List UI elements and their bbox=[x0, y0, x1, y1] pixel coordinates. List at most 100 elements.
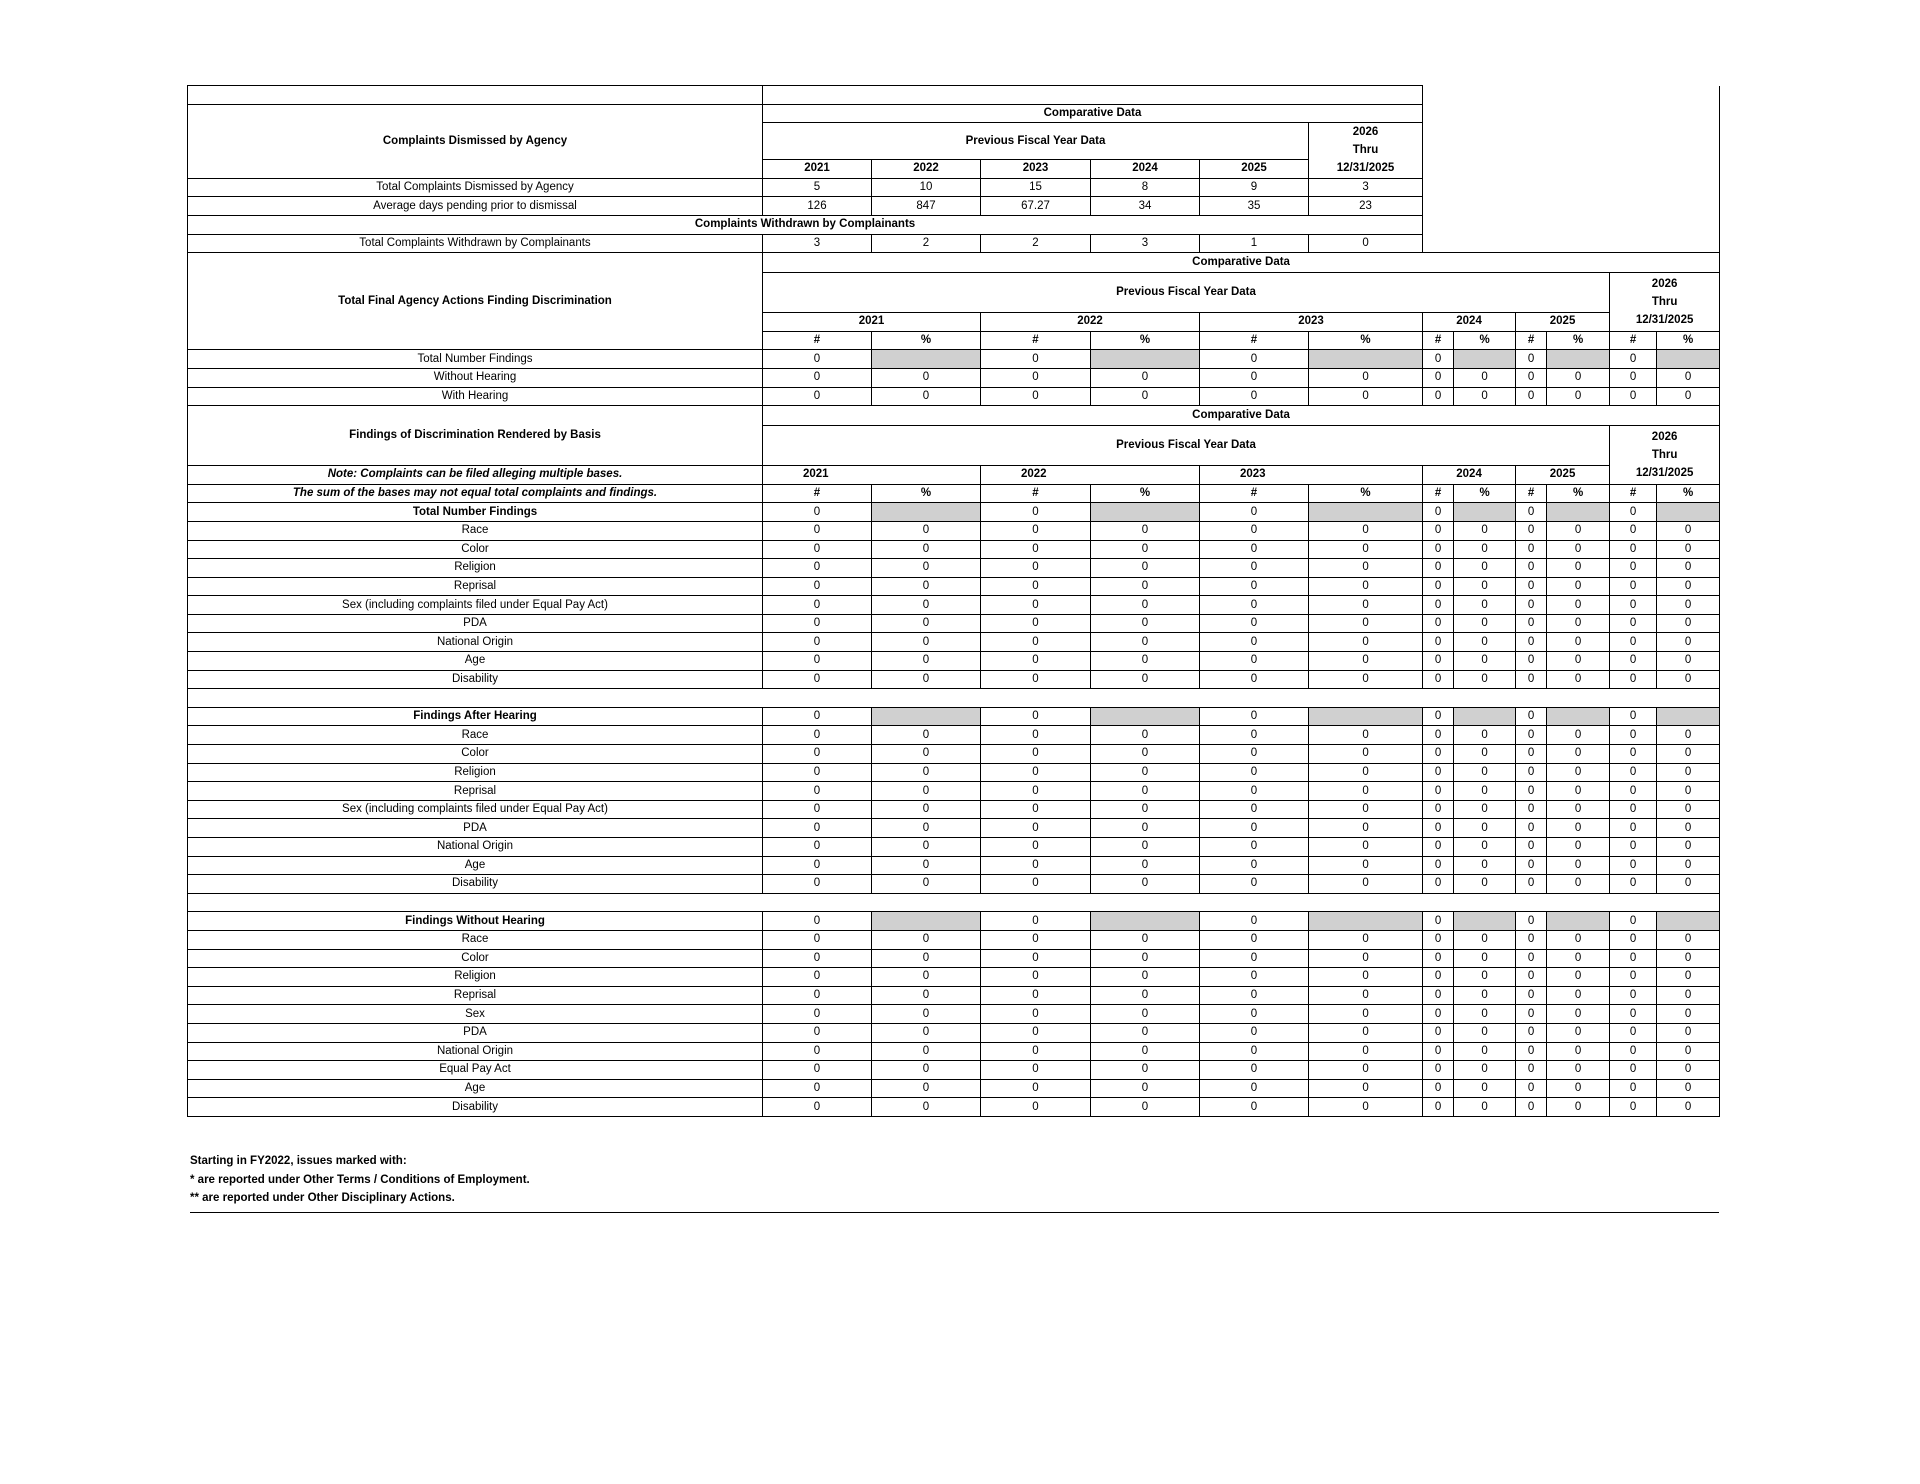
count-cell: 0 bbox=[1515, 632, 1548, 653]
percent-cell: 0 bbox=[871, 1097, 981, 1117]
percent-cell: 0 bbox=[1453, 725, 1517, 746]
blank-cell bbox=[1422, 178, 1721, 253]
count-cell: 0 bbox=[1609, 613, 1658, 634]
blank-row bbox=[186, 688, 1721, 708]
count-cell: 0 bbox=[1199, 613, 1309, 634]
table-row: Total Complaints Dismissed by Agency 5 1… bbox=[187, 177, 1721, 253]
percent-cell: 0 bbox=[1307, 744, 1424, 764]
percent-cell: 0 bbox=[1090, 539, 1200, 560]
percent-cell: 0 bbox=[1656, 539, 1721, 560]
count-header: # bbox=[762, 330, 872, 351]
percent-cell: 0 bbox=[1090, 576, 1200, 597]
percent-cell: 0 bbox=[1656, 1078, 1721, 1099]
percent-cell: 0 bbox=[1307, 799, 1424, 820]
shaded-cell bbox=[1546, 349, 1611, 369]
percent-cell: 0 bbox=[1307, 595, 1424, 615]
count-cell: 0 bbox=[1609, 837, 1658, 857]
percent-cell: 0 bbox=[1546, 613, 1611, 634]
count-cell: 0 bbox=[1199, 1022, 1309, 1043]
count-cell: 0 bbox=[762, 520, 872, 541]
percent-cell: 0 bbox=[1090, 520, 1200, 541]
count-cell: 0 bbox=[1199, 669, 1309, 690]
count-cell: 0 bbox=[1515, 1022, 1548, 1043]
count-cell: 0 bbox=[1199, 725, 1309, 746]
count-cell: 0 bbox=[762, 706, 872, 727]
percent-cell: 0 bbox=[1546, 1097, 1611, 1117]
shaded-cell bbox=[1090, 911, 1200, 931]
shaded-cell bbox=[1656, 911, 1721, 931]
count-cell: 0 bbox=[762, 669, 872, 690]
percent-cell: 0 bbox=[871, 855, 981, 876]
percent-cell: 0 bbox=[1656, 386, 1721, 407]
percent-cell: 0 bbox=[1307, 948, 1424, 969]
count-cell: 0 bbox=[1515, 818, 1548, 838]
percent-cell: 0 bbox=[1090, 1004, 1200, 1024]
row-label: Total Complaints Withdrawn by Complainan… bbox=[187, 233, 763, 254]
count-cell: 0 bbox=[762, 874, 872, 894]
count-cell: 0 bbox=[1515, 1041, 1548, 1062]
percent-cell: 0 bbox=[1546, 837, 1611, 857]
percent-cell: 0 bbox=[1546, 799, 1611, 820]
table-row: Reprisal 0 0 0 0 0 0 0 0 0 0 0 0 bbox=[187, 985, 1721, 1006]
count-header: # bbox=[980, 330, 1091, 351]
count-cell: 0 bbox=[1515, 651, 1548, 671]
current-fy-thru: Thru bbox=[1352, 144, 1379, 157]
year-header: 2022 bbox=[871, 159, 981, 179]
count-cell: 0 bbox=[1422, 744, 1455, 764]
count-cell: 0 bbox=[1199, 1097, 1309, 1117]
percent-cell: 0 bbox=[1656, 725, 1721, 746]
note-sum-of-bases: The sum of the bases may not equal total… bbox=[187, 483, 763, 504]
count-cell: 0 bbox=[980, 781, 1091, 801]
count-cell: 0 bbox=[1199, 744, 1309, 764]
percent-cell: 0 bbox=[871, 1004, 981, 1024]
percent-cell: 0 bbox=[1090, 669, 1200, 690]
count-cell: 0 bbox=[762, 632, 872, 653]
previous-fy-header: Previous Fiscal Year Data bbox=[762, 122, 1309, 161]
current-fy-year: 2026 bbox=[1352, 126, 1379, 139]
row-label: Average days pending prior to dismissal bbox=[187, 196, 763, 216]
percent-cell: 0 bbox=[1307, 762, 1424, 783]
count-cell: 0 bbox=[1422, 855, 1455, 876]
footnote-single-asterisk: * are reported under Other Terms / Condi… bbox=[190, 1173, 530, 1186]
row-label: Without Hearing bbox=[187, 367, 763, 388]
percent-cell: 0 bbox=[1656, 1004, 1721, 1024]
percent-cell: 0 bbox=[1546, 539, 1611, 560]
count-cell: 0 bbox=[1609, 725, 1658, 746]
percent-header: % bbox=[1453, 330, 1517, 351]
cell: 35 bbox=[1199, 196, 1309, 216]
count-cell: 0 bbox=[1422, 911, 1455, 931]
count-cell: 0 bbox=[762, 799, 872, 820]
shaded-cell bbox=[871, 349, 981, 369]
percent-header: % bbox=[1656, 330, 1721, 351]
previous-fy-header: Previous Fiscal Year Data bbox=[761, 272, 1611, 314]
blank-cell bbox=[1422, 85, 1721, 105]
count-cell: 0 bbox=[1609, 855, 1658, 876]
percent-cell: 0 bbox=[1090, 1041, 1200, 1062]
percent-cell: 0 bbox=[1090, 1097, 1200, 1117]
count-cell: 0 bbox=[1515, 1097, 1548, 1117]
count-cell: 0 bbox=[980, 1060, 1091, 1080]
percent-cell: 0 bbox=[1546, 985, 1611, 1006]
count-cell: 0 bbox=[1422, 799, 1455, 820]
blank-cell bbox=[1422, 104, 1721, 179]
cell: 3 bbox=[762, 233, 872, 254]
percent-cell: 0 bbox=[1307, 386, 1424, 407]
current-fy-header: 2026 Thru 12/31/2025 bbox=[1307, 122, 1424, 179]
row-label: Total Complaints Dismissed by Agency bbox=[187, 177, 763, 198]
count-cell: 0 bbox=[980, 502, 1091, 522]
percent-cell: 0 bbox=[871, 386, 981, 407]
table-row: Sex (including complaints filed under Eq… bbox=[187, 595, 1721, 615]
percent-cell: 0 bbox=[1546, 386, 1611, 407]
count-cell: 0 bbox=[1515, 855, 1548, 876]
percent-cell: 0 bbox=[1546, 1041, 1611, 1062]
count-cell: 0 bbox=[762, 576, 872, 597]
count-cell: 0 bbox=[1199, 1060, 1309, 1080]
count-cell: 0 bbox=[1199, 367, 1309, 388]
count-cell: 0 bbox=[1609, 632, 1658, 653]
row-label: National Origin bbox=[187, 632, 763, 653]
percent-cell: 0 bbox=[1656, 1041, 1721, 1062]
shaded-cell bbox=[1453, 502, 1517, 522]
count-cell: 0 bbox=[1199, 502, 1309, 522]
percent-cell: 0 bbox=[1453, 1097, 1517, 1117]
count-cell: 0 bbox=[1422, 576, 1455, 597]
